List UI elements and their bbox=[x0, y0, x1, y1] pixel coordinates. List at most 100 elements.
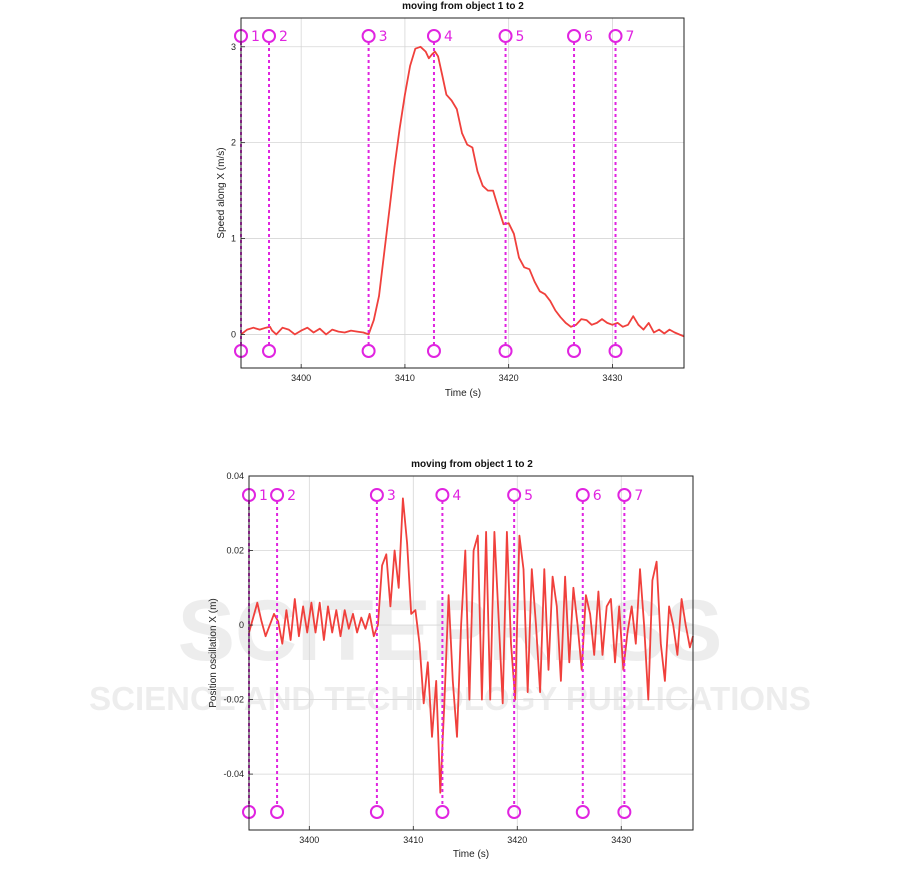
watermark: SCITEPRESS SCIENCE AND TECHNOLOGY PUBLIC… bbox=[89, 583, 811, 717]
data-point bbox=[510, 643, 512, 645]
data-point bbox=[399, 127, 401, 129]
data-point bbox=[522, 568, 525, 570]
data-point bbox=[388, 209, 390, 211]
event-marker-bottom-circle bbox=[369, 805, 384, 819]
data-point bbox=[410, 613, 412, 615]
data-point bbox=[477, 535, 479, 537]
event-marker-6: 6 bbox=[575, 488, 602, 819]
data-point bbox=[364, 628, 367, 630]
event-marker-top-circle bbox=[270, 488, 285, 502]
data-point bbox=[313, 331, 315, 334]
data-point bbox=[543, 568, 545, 570]
event-marker-6: 6 bbox=[567, 29, 593, 358]
data-point bbox=[419, 46, 422, 48]
event-marker-label: 6 bbox=[593, 488, 602, 504]
data-point bbox=[591, 324, 593, 326]
data-point bbox=[663, 332, 665, 335]
event-marker-top-circle bbox=[617, 488, 632, 502]
event-marker-top-circle bbox=[369, 488, 384, 502]
data-point bbox=[535, 624, 537, 626]
data-point bbox=[350, 330, 352, 332]
y-tick-label: -0.02 bbox=[223, 695, 244, 705]
data-point bbox=[585, 594, 587, 596]
event-marker-label: 4 bbox=[444, 29, 453, 45]
data-point bbox=[593, 654, 595, 656]
data-point bbox=[246, 329, 248, 331]
data-point bbox=[265, 327, 267, 329]
event-marker-label: 7 bbox=[634, 488, 643, 504]
event-marker-top-circle bbox=[567, 29, 582, 43]
data-point bbox=[648, 322, 650, 324]
data-point bbox=[518, 535, 520, 537]
event-marker-bottom-circle bbox=[617, 805, 632, 819]
data-point bbox=[306, 327, 308, 329]
data-point bbox=[360, 617, 362, 619]
data-point bbox=[466, 143, 468, 146]
event-marker-top-circle bbox=[426, 29, 441, 43]
data-point bbox=[528, 268, 531, 270]
data-point bbox=[572, 587, 575, 589]
data-point bbox=[377, 624, 379, 626]
event-marker-label: 3 bbox=[379, 29, 388, 45]
data-point bbox=[651, 579, 654, 581]
data-point bbox=[668, 329, 671, 331]
event-marker-label: 3 bbox=[387, 488, 396, 504]
data-point bbox=[434, 50, 436, 53]
data-point bbox=[497, 207, 499, 209]
event-marker-label: 5 bbox=[524, 488, 533, 504]
data-point bbox=[472, 549, 475, 552]
data-point bbox=[460, 624, 462, 626]
data-point bbox=[300, 330, 302, 332]
x-tick-label: 3410 bbox=[395, 373, 415, 383]
data-point bbox=[373, 635, 375, 637]
data-point bbox=[389, 605, 392, 608]
chart-title: moving from object 1 to 2 bbox=[402, 1, 524, 12]
data-point bbox=[265, 635, 267, 637]
plot-frame bbox=[240, 17, 685, 369]
data-point bbox=[414, 48, 416, 50]
data-point bbox=[288, 329, 290, 331]
series-line bbox=[248, 497, 694, 794]
y-tick-label: 1 bbox=[231, 234, 236, 244]
data-point bbox=[552, 576, 554, 578]
data-point bbox=[680, 598, 683, 600]
data-point bbox=[643, 624, 645, 626]
data-point bbox=[508, 222, 510, 224]
data-point bbox=[601, 318, 603, 320]
data-point bbox=[385, 553, 387, 555]
x-tick-label: 3410 bbox=[403, 835, 423, 845]
y-tick-label: -0.04 bbox=[223, 769, 244, 779]
data-point bbox=[689, 646, 691, 649]
data-point bbox=[606, 605, 608, 608]
event-marker-label: 7 bbox=[626, 29, 635, 45]
event-marker-bottom-circle bbox=[575, 805, 590, 819]
data-point bbox=[294, 598, 296, 600]
data-point bbox=[271, 330, 273, 332]
data-point bbox=[676, 654, 679, 656]
event-marker-bottom-circle bbox=[270, 805, 285, 819]
data-point bbox=[281, 327, 284, 329]
event-marker-3: 3 bbox=[361, 29, 388, 358]
data-point bbox=[518, 257, 520, 259]
y-tick-label: 2 bbox=[231, 138, 236, 148]
data-point bbox=[456, 108, 458, 110]
data-point bbox=[601, 654, 604, 656]
data-point bbox=[523, 266, 525, 268]
data-point bbox=[596, 322, 598, 324]
data-point bbox=[331, 329, 333, 331]
y-tick-label: 0 bbox=[239, 620, 244, 630]
data-point bbox=[485, 531, 487, 533]
data-point bbox=[356, 631, 358, 634]
data-point bbox=[331, 631, 333, 634]
data-point bbox=[319, 328, 321, 330]
data-point bbox=[461, 132, 463, 134]
data-point bbox=[489, 698, 491, 701]
data-point bbox=[554, 309, 556, 312]
x-axis-label: Time (s) bbox=[445, 388, 481, 399]
event-marker-top-circle bbox=[498, 29, 513, 43]
data-point bbox=[672, 624, 674, 626]
data-point bbox=[635, 643, 637, 645]
data-point bbox=[482, 185, 484, 187]
